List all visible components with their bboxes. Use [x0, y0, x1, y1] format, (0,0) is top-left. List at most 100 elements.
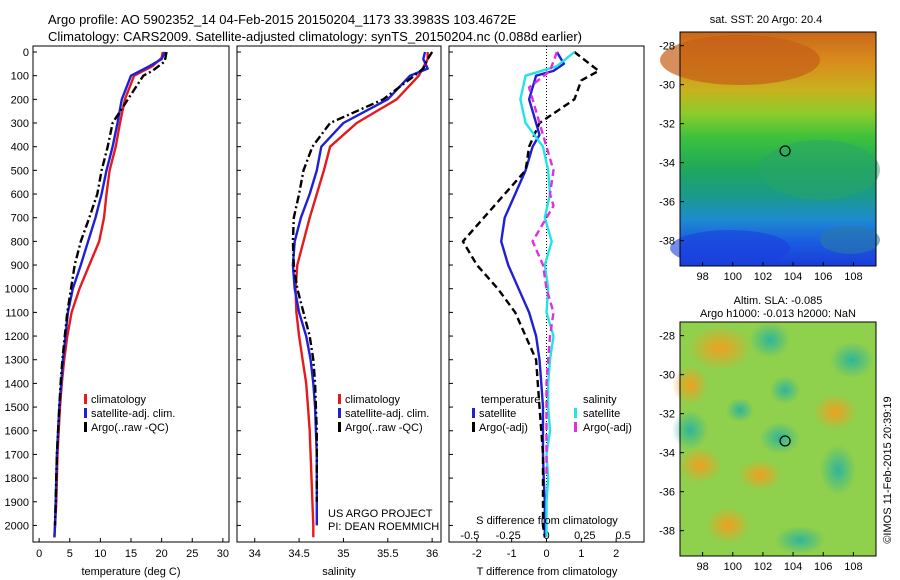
legend-label-satellite: satellite-adj. clim. [91, 408, 175, 420]
map-x-tick-label: 108 [844, 271, 862, 283]
x2-tick-label: 0.25 [574, 530, 595, 542]
temperature-legend: climatology satellite-adj. clim. Argo(..… [84, 394, 175, 434]
legend-label-climatology: climatology [91, 394, 147, 406]
map-y-tick-label: -34 [659, 448, 675, 460]
x-tick-label: 25 [186, 548, 198, 560]
y-tick-label: 400 [11, 142, 29, 154]
sst-frame [679, 31, 877, 267]
sla-cool-blob [750, 322, 790, 358]
sla-cool-blob [770, 376, 800, 404]
sla-title-2: Argo h1000: -0.013 h2000: NaN [700, 308, 856, 320]
sla-frame [679, 321, 877, 557]
salinity-plot: 34 34.5 35 35.5 36 [237, 51, 438, 560]
salinity-legend: climatology satellite-adj. clim. Argo(..… [328, 394, 439, 533]
x2-tick-label: -0.25 [496, 530, 521, 542]
argo-location-marker [779, 435, 791, 447]
map-x-tick-label: 106 [814, 561, 832, 573]
sla-title-1: Altim. SLA: -0.085 [734, 295, 823, 307]
sla-warm-blob [706, 507, 750, 543]
legend-label-t-argo: Argo(-adj) [479, 422, 528, 434]
y-tick-label: 200 [11, 94, 29, 106]
y-tick-label: 1400 [5, 378, 29, 390]
x-tick-label: -1 [507, 548, 517, 560]
map-x-tick-label: 100 [724, 561, 742, 573]
map-y-tick-label: -28 [659, 331, 675, 343]
x-tick-label: 2 [613, 548, 619, 560]
y-tick-label: 1700 [5, 449, 29, 461]
map-x-tick-label: 100 [724, 271, 742, 283]
x2-tick-label: 0.5 [615, 530, 630, 542]
sla-warm-blob [813, 394, 857, 430]
map-x-tick-label: 98 [696, 271, 708, 283]
x-tick-label: 20 [156, 548, 168, 560]
x-tick-label: 0 [543, 548, 549, 560]
series-line-cyan-2 [519, 51, 576, 538]
map-x-tick-label: 98 [696, 561, 708, 573]
title-line-1: Argo profile: AO 5902352_14 04-Feb-2015 … [48, 12, 517, 27]
map-x-tick-label: 104 [784, 271, 802, 283]
map-y-tick-label: -30 [659, 370, 675, 382]
legend-label-climatology: climatology [345, 394, 401, 406]
sla-warm-blob [678, 447, 722, 483]
imos-stamp: ©IMOS 11-Feb-2015 20:39:19 [882, 396, 894, 543]
legend-label-argo: Argo(..raw -QC) [345, 422, 423, 434]
x2-tick-label: -0.5 [460, 530, 479, 542]
legend-swatch-argo [338, 422, 341, 432]
legend-swatch-satellite [338, 408, 341, 418]
project-annotation: US ARGO PROJECT [328, 508, 433, 520]
salinity-xlabel: salinity [322, 566, 356, 578]
series-line-black-2 [53, 51, 168, 526]
legend-label-t-satellite: satellite [479, 408, 516, 420]
difference-x2label: S difference from climatology [476, 515, 618, 527]
sst-axes: 98 100 102 104 106 108 -28 -30 -32 -34 -36 -38 [659, 41, 862, 283]
series-line-black-1 [461, 51, 600, 538]
pi-annotation: PI: DEAN ROEMMICH [328, 521, 439, 533]
y-tick-label: 1300 [5, 355, 29, 367]
map-y-tick-label: -36 [659, 197, 675, 209]
temperature-plot: 0 5 10 15 20 25 300100200300400500600700800900… [5, 47, 229, 560]
y-tick-label: 900 [11, 260, 29, 272]
legend-label-argo: Argo(..raw -QC) [91, 422, 169, 434]
y-tick-label: 100 [11, 71, 29, 83]
map-x-tick-label: 108 [844, 561, 862, 573]
sla-cool-blob [760, 422, 800, 454]
x-tick-label: 30 [217, 548, 229, 560]
series-line-black-2 [291, 51, 434, 502]
y-tick-label: 600 [11, 189, 29, 201]
series-line-blue-1 [291, 51, 429, 526]
y-tick-label: 1500 [5, 402, 29, 414]
map-y-tick-label: -36 [659, 487, 675, 499]
sst-map: sat. SST: 20 Argo: 20.4 98 100 102 104 106 10… [659, 14, 880, 283]
legend-swatch-climatology [84, 394, 87, 404]
x-tick-label: 0 [36, 548, 42, 560]
sla-warm-blob [672, 365, 708, 405]
y-tick-label: 1600 [5, 426, 29, 438]
x-tick-label: 5 [67, 548, 73, 560]
legend-swatch-t-argo [472, 422, 475, 432]
y-tick-label: 1200 [5, 331, 29, 343]
map-y-tick-label: -28 [659, 41, 675, 53]
series-line-blue-0 [500, 51, 566, 538]
legend-label-satellite: satellite-adj. clim. [345, 408, 429, 420]
map-y-tick-label: -38 [659, 236, 675, 248]
x-tick-label: 35 [337, 548, 349, 560]
x-tick-label: 34.5 [288, 548, 309, 560]
x-tick-label: 35.5 [377, 548, 398, 560]
x-tick-label: 10 [94, 548, 106, 560]
difference-legend: temperature salinity satellite Argo(-adj… [472, 394, 632, 434]
legend-header-salinity: salinity [583, 394, 617, 406]
legend-label-s-argo: Argo(-adj) [583, 422, 632, 434]
legend-swatch-argo [84, 422, 87, 432]
map-y-tick-label: -32 [659, 119, 675, 131]
argo-location-marker [779, 145, 791, 157]
y-tick-label: 300 [11, 118, 29, 130]
map-y-tick-label: -30 [659, 80, 675, 92]
x-tick-label: 1 [578, 548, 584, 560]
x-tick-label: 36 [426, 548, 438, 560]
salinity-panel-frame [236, 45, 442, 543]
map-x-tick-label: 104 [784, 561, 802, 573]
series-line-magenta-3 [527, 51, 559, 479]
legend-swatch-s-satellite [574, 408, 577, 418]
legend-swatch-t-satellite [472, 408, 475, 418]
x-tick-label: 15 [125, 548, 137, 560]
